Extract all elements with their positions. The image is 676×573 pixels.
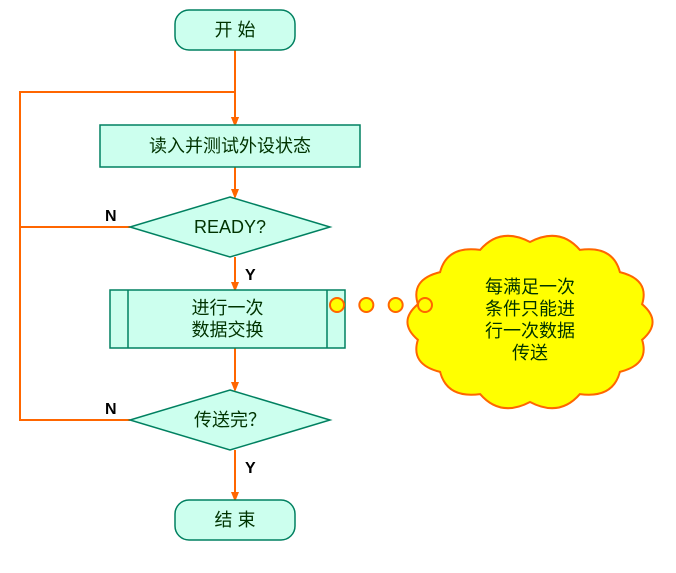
done-decision-label: 传送完？	[194, 410, 266, 430]
connector-dot	[389, 298, 403, 312]
label-ready_yes: Y	[245, 267, 256, 284]
connector-dot	[359, 298, 373, 312]
nodes: 开 始读入并测试外设状态 READY? 进行一次数据交换传送完？ 结 束	[100, 10, 360, 540]
label-done_yes: Y	[245, 460, 256, 477]
end-node-label: 结 束	[214, 510, 255, 530]
start-node-label: 开 始	[214, 20, 255, 40]
callout-cloud: 每满足一次条件只能进行一次数据传送	[407, 236, 652, 408]
exchange-node-label-1: 进行一次	[192, 298, 264, 318]
connector-dot	[330, 298, 344, 312]
label-done_no: N	[105, 401, 117, 418]
cloud-line-2: 行一次数据	[485, 321, 575, 341]
label-ready_no: N	[105, 208, 117, 225]
cloud-line-0: 每满足一次	[485, 277, 575, 297]
exchange-node-label-2: 数据交换	[192, 320, 264, 340]
read-node-label: 读入并测试外设状态	[149, 136, 311, 156]
cloud-line-3: 传送	[512, 343, 548, 363]
ready-decision-label: READY?	[194, 217, 266, 237]
cloud-line-1: 条件只能进	[485, 299, 575, 319]
connector-dot	[418, 298, 432, 312]
